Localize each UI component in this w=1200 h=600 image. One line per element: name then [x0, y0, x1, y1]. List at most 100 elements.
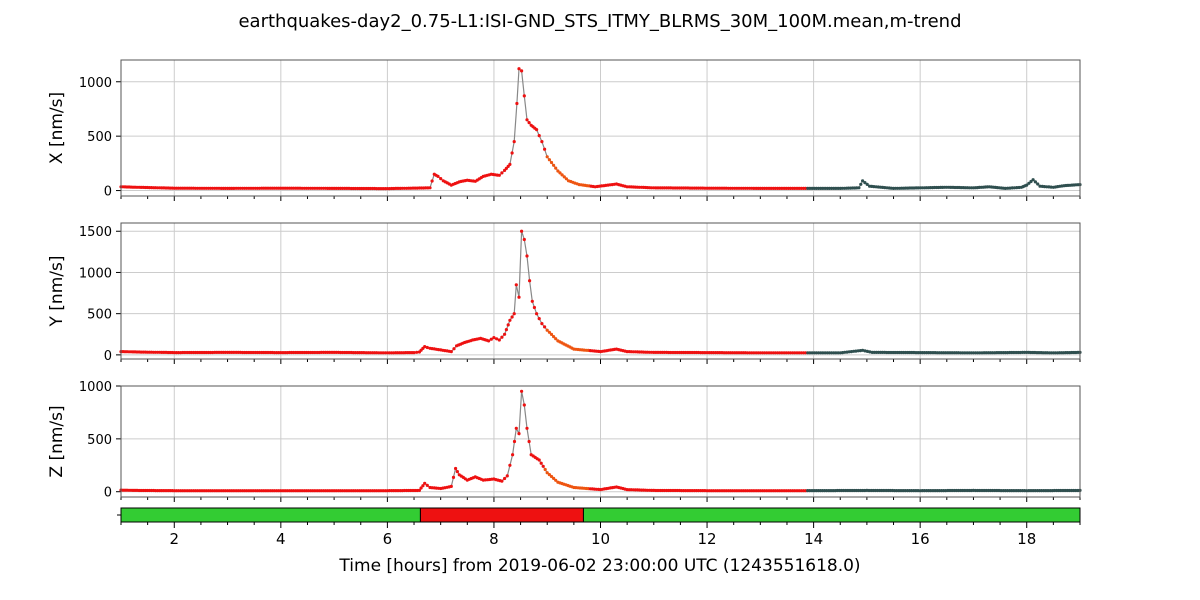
data-point: [836, 186, 840, 190]
data-point: [978, 488, 982, 493]
data-point: [495, 337, 499, 341]
data-point: [176, 351, 181, 355]
data-point: [251, 186, 255, 190]
data-point: [285, 186, 289, 190]
data-point: [183, 350, 187, 355]
data-point: [520, 69, 524, 73]
data-point: [821, 186, 825, 190]
data-point: [799, 351, 803, 355]
data-point: [530, 299, 534, 303]
data-point: [827, 351, 832, 355]
data-point: [808, 186, 812, 190]
data-point: [808, 489, 812, 493]
data-point: [804, 186, 808, 190]
data-point: [834, 186, 838, 190]
data-point: [675, 350, 679, 355]
data-point: [266, 186, 270, 190]
data-point: [830, 186, 834, 190]
data-point: [814, 186, 819, 190]
data-point: [279, 489, 283, 493]
data-point: [251, 350, 255, 355]
data-point: [797, 351, 801, 355]
data-point: [675, 488, 679, 493]
data-point: [517, 432, 521, 436]
data-point: [424, 186, 428, 190]
data-point: [1025, 183, 1029, 187]
data-point: [245, 186, 249, 190]
data-point: [522, 94, 526, 98]
data-point: [300, 186, 304, 190]
data-point: [863, 349, 867, 353]
data-point: [535, 128, 539, 132]
data-point: [381, 351, 385, 355]
data-point: [223, 350, 227, 354]
data-point: [984, 488, 988, 493]
data-point: [937, 489, 941, 493]
data-point: [745, 489, 750, 493]
data-point: [950, 351, 954, 355]
data-point: [752, 351, 756, 355]
data-point: [368, 351, 372, 355]
data-point: [257, 350, 262, 355]
data-point: [189, 186, 193, 190]
data-point: [504, 328, 508, 332]
data-point: [922, 489, 927, 493]
data-point: [765, 351, 769, 355]
data-point: [745, 351, 750, 355]
data-point: [417, 488, 421, 492]
data-point: [300, 489, 304, 493]
data-point: [758, 489, 762, 493]
data-point: [537, 458, 541, 462]
data-point: [836, 351, 840, 355]
data-point: [758, 186, 762, 190]
data-point: [196, 489, 200, 493]
data-point: [527, 121, 531, 125]
data-point: [368, 186, 372, 191]
data-point: [991, 488, 995, 493]
data-point: [362, 186, 366, 191]
data-point: [196, 186, 200, 190]
data-point: [560, 173, 564, 177]
data-point: [328, 350, 332, 354]
data-point: [211, 489, 215, 493]
data-point: [773, 186, 778, 190]
data-point: [402, 186, 406, 190]
data-point: [788, 489, 793, 493]
data-point: [506, 323, 510, 327]
data-point: [765, 489, 769, 493]
data-point: [537, 134, 541, 138]
data-point: [547, 473, 552, 477]
y-tick-label: 1000: [79, 76, 112, 91]
data-point: [245, 350, 249, 355]
data-point: [903, 489, 907, 493]
data-point: [306, 186, 311, 190]
data-point: [508, 463, 512, 467]
panel-frame: [120, 59, 1081, 197]
panels: 0 500 1000 X [nm/s] 0 500 1000 1500 Y [nm/s] 0 500…: [47, 59, 1082, 502]
data-point: [963, 488, 967, 493]
data-point: [375, 187, 379, 191]
data-point: [425, 483, 429, 487]
data-point: [547, 330, 552, 334]
data-point: [882, 488, 886, 493]
state-bar: [117, 507, 1081, 523]
data-point: [451, 475, 456, 479]
data-point: [279, 351, 283, 355]
x-axis: 2 4 6 8 10 12 14 16 18: [120, 522, 1081, 548]
data-point: [223, 489, 227, 493]
data-point: [497, 338, 501, 342]
data-point: [788, 351, 793, 355]
data-point: [272, 186, 276, 190]
data-point: [381, 489, 385, 493]
data-point: [978, 351, 982, 355]
data-point: [415, 350, 419, 354]
data-point: [423, 481, 427, 485]
data-point: [758, 351, 762, 355]
x-tick-label: 6: [383, 530, 393, 548]
data-point: [929, 351, 933, 355]
data-point: [266, 489, 270, 493]
data-point: [821, 351, 825, 355]
y-tick-label: 0: [104, 185, 112, 200]
y-tick-label: 500: [87, 308, 112, 323]
data-point: [347, 350, 351, 355]
